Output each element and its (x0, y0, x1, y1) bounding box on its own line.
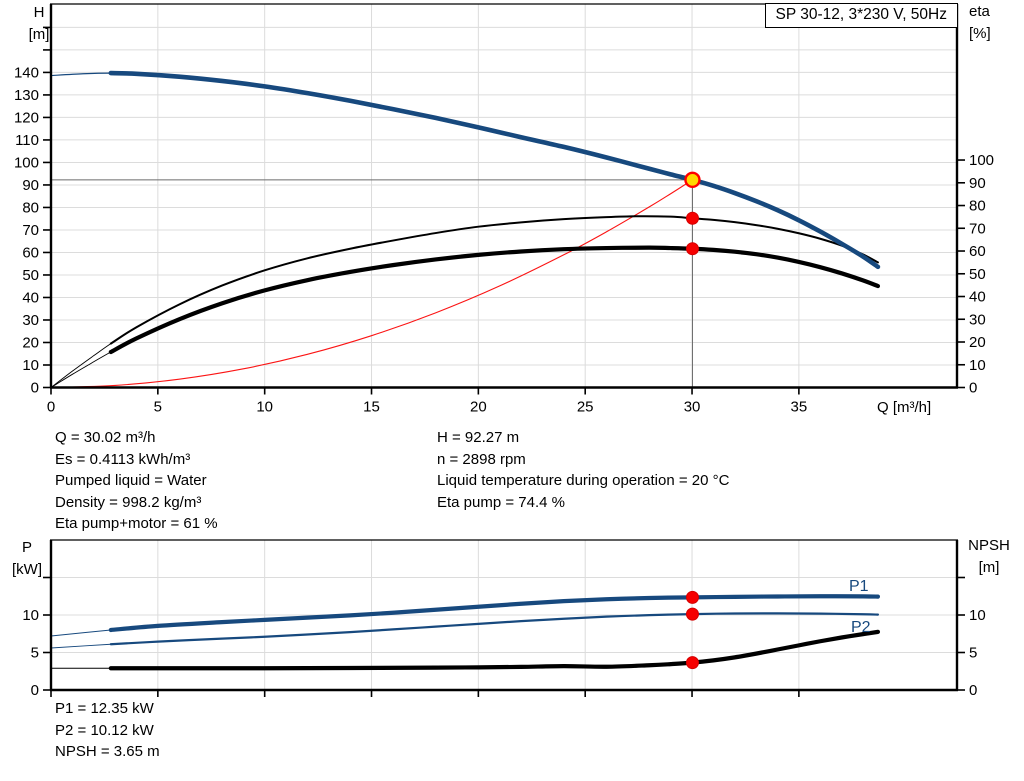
eta-pump-motor-curve (108, 245, 881, 355)
info-line: Liquid temperature during operation = 20… (437, 472, 730, 489)
tick-label: 0 (969, 682, 977, 699)
tick-label: 140 (14, 64, 39, 81)
tick-label: 15 (363, 399, 380, 416)
tick-label: 35 (791, 399, 808, 416)
tick-label: 130 (14, 87, 39, 104)
eta-pump-curve (109, 215, 879, 345)
tick-label: 90 (22, 177, 39, 194)
power-axis-title: P [kW] (12, 539, 42, 578)
power-info-block: P1 = 12.35 kW P2 = 10.12 kW NPSH = 3.65 m (55, 698, 160, 763)
info-line: Es = 0.4113 kWh/m³ (55, 450, 191, 468)
system-curve (50, 179, 693, 389)
tick-label: 10 (22, 607, 39, 624)
p2-curve-thin (50, 612, 878, 649)
head-curve (108, 70, 881, 270)
info-line: Density = 998.2 kg/m³ (55, 493, 202, 511)
curve-label-p1: P1 (849, 578, 869, 595)
tick-label: 5 (31, 645, 39, 662)
tick-label: 0 (47, 399, 55, 416)
eta-axis-title: eta [%] (969, 3, 991, 42)
p1-curve-thin (50, 595, 878, 637)
tick-label: 60 (22, 244, 39, 261)
tick-label: 0 (31, 380, 39, 397)
head-eta-chart: 0102030405060708090100110120130140010203… (14, 3, 994, 416)
info-line: n = 2898 rpm (437, 450, 526, 468)
tick-label: 0 (969, 380, 977, 397)
tick-label: 20 (22, 334, 39, 351)
eta-pump-curve-thin (50, 215, 879, 388)
info-line: H = 92.27 m (437, 429, 520, 446)
tick-label: 80 (969, 198, 986, 215)
tick-label: 5 (969, 645, 977, 662)
tick-label: 0 (31, 682, 39, 699)
tick-label: 20 (969, 334, 986, 351)
pump-model-title-box: SP 30-12, 3*230 V, 50Hz (764, 3, 958, 28)
tick-label: 30 (684, 399, 701, 416)
p2-curve (109, 612, 880, 646)
tick-label: 60 (969, 243, 986, 260)
tick-label: 10 (22, 357, 39, 374)
npsh-axis-title: NPSH [m] (968, 537, 1010, 576)
operating-dot-marker (685, 590, 699, 604)
tick-label: 25 (577, 399, 594, 416)
tick-label: 40 (969, 289, 986, 306)
duty-info-block-right: H = 92.27 m n = 2898 rpm Liquid temperatur… (437, 427, 729, 513)
npsh-curve (108, 629, 881, 671)
tick-label: 80 (22, 199, 39, 216)
head-axis-title: H [m] (28, 4, 50, 43)
tick-label: 20 (470, 399, 487, 416)
curve-label-p2: P2 (851, 619, 871, 636)
info-line: Pumped liquid = Water (55, 472, 207, 489)
head-curve-thin (50, 72, 879, 268)
tick-label: 120 (14, 109, 39, 126)
tick-label: 30 (22, 312, 39, 329)
info-line: Eta pump = 74.4 % (437, 493, 565, 511)
duty-info-block-left: Q = 30.02 m³/h Es = 0.4113 kWh/m³ Pumped l… (55, 427, 218, 535)
duty-point-marker (684, 171, 701, 189)
tick-label: 90 (969, 175, 986, 192)
tick-label: 100 (14, 154, 39, 171)
operating-dot-marker (685, 242, 699, 256)
operating-dot-marker (685, 656, 699, 670)
tick-label: 110 (15, 132, 39, 149)
npsh-curve-thin (51, 631, 879, 669)
pump-model-title: SP 30-12, 3*230 V, 50Hz (775, 6, 948, 23)
info-line: Q = 30.02 m³/h (55, 429, 156, 446)
tick-label: 5 (154, 399, 162, 416)
eta-pump-motor-curve-thin (50, 247, 879, 388)
tick-label: 30 (969, 311, 986, 328)
tick-label: 10 (969, 607, 986, 624)
info-line: NPSH = 3.65 m (55, 743, 160, 760)
q-axis-label: Q [m³/h] (877, 399, 932, 416)
info-line: P1 = 12.35 kW (55, 700, 154, 717)
tick-label: 40 (22, 289, 39, 306)
info-line: Eta pump+motor = 61 % (55, 515, 218, 532)
tick-label: 70 (969, 220, 986, 237)
operating-dot-marker (685, 211, 699, 225)
tick-label: 50 (969, 266, 986, 283)
operating-dot-marker (685, 607, 699, 621)
tick-label: 10 (256, 399, 273, 416)
tick-label: 10 (969, 357, 986, 374)
tick-label: 50 (22, 267, 39, 284)
p1-curve (108, 594, 881, 633)
info-line: P2 = 10.12 kW (55, 721, 154, 739)
power-npsh-chart: 0 5 10 0 5 10 P1 P2 (22, 539, 986, 699)
tick-label: 70 (22, 222, 39, 239)
tick-label: 100 (969, 152, 994, 169)
